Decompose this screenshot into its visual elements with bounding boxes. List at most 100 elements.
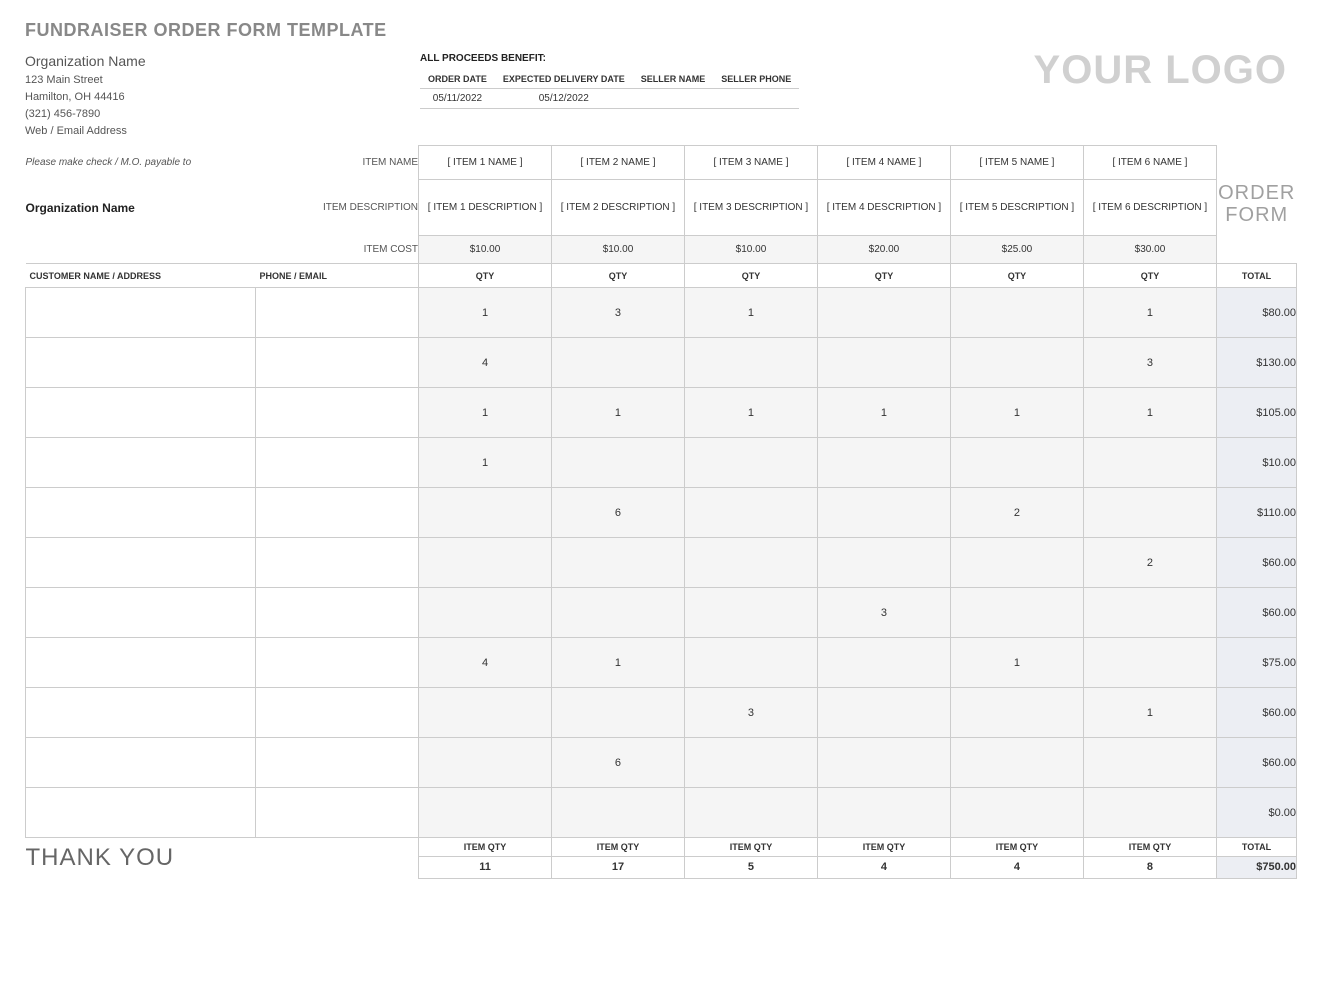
qty-cell[interactable]: [950, 788, 1083, 838]
qty-cell[interactable]: 1: [817, 388, 950, 438]
customer-cell[interactable]: [26, 288, 256, 338]
qty-cell[interactable]: 1: [552, 388, 685, 438]
phone-cell[interactable]: [256, 438, 419, 488]
qty-cell[interactable]: [552, 338, 685, 388]
phone-cell[interactable]: [256, 738, 419, 788]
qty-cell[interactable]: [817, 488, 950, 538]
qty-cell[interactable]: 3: [552, 288, 685, 338]
order-date-value[interactable]: 05/11/2022: [420, 89, 495, 109]
qty-cell[interactable]: [817, 788, 950, 838]
qty-cell[interactable]: 3: [817, 588, 950, 638]
customer-cell[interactable]: [26, 688, 256, 738]
customer-cell[interactable]: [26, 438, 256, 488]
qty-cell[interactable]: [552, 588, 685, 638]
qty-cell[interactable]: [419, 788, 552, 838]
phone-cell[interactable]: [256, 688, 419, 738]
qty-cell[interactable]: 1: [1083, 288, 1216, 338]
item-1-name[interactable]: [ ITEM 1 NAME ]: [419, 146, 552, 180]
qty-cell[interactable]: [950, 588, 1083, 638]
customer-cell[interactable]: [26, 538, 256, 588]
qty-cell[interactable]: [817, 288, 950, 338]
qty-cell[interactable]: 2: [1083, 538, 1216, 588]
qty-cell[interactable]: 1: [552, 638, 685, 688]
qty-cell[interactable]: [684, 438, 817, 488]
item-1-cost[interactable]: $10.00: [419, 236, 552, 264]
customer-cell[interactable]: [26, 638, 256, 688]
qty-cell[interactable]: [419, 738, 552, 788]
qty-cell[interactable]: 3: [684, 688, 817, 738]
qty-cell[interactable]: [1083, 488, 1216, 538]
phone-cell[interactable]: [256, 338, 419, 388]
item-4-cost[interactable]: $20.00: [817, 236, 950, 264]
qty-cell[interactable]: 1: [419, 388, 552, 438]
qty-cell[interactable]: [950, 688, 1083, 738]
qty-cell[interactable]: 1: [1083, 388, 1216, 438]
qty-cell[interactable]: [419, 488, 552, 538]
item-6-desc[interactable]: [ ITEM 6 DESCRIPTION ]: [1083, 180, 1216, 236]
qty-cell[interactable]: [817, 538, 950, 588]
qty-cell[interactable]: [1083, 738, 1216, 788]
qty-cell[interactable]: [684, 588, 817, 638]
phone-cell[interactable]: [256, 488, 419, 538]
qty-cell[interactable]: [1083, 638, 1216, 688]
qty-cell[interactable]: 1: [1083, 688, 1216, 738]
qty-cell[interactable]: [419, 538, 552, 588]
item-5-cost[interactable]: $25.00: [950, 236, 1083, 264]
item-4-name[interactable]: [ ITEM 4 NAME ]: [817, 146, 950, 180]
seller-phone-value[interactable]: [713, 89, 799, 109]
qty-cell[interactable]: [552, 438, 685, 488]
phone-cell[interactable]: [256, 388, 419, 438]
qty-cell[interactable]: [950, 538, 1083, 588]
item-6-cost[interactable]: $30.00: [1083, 236, 1216, 264]
qty-cell[interactable]: [817, 438, 950, 488]
qty-cell[interactable]: [419, 588, 552, 638]
qty-cell[interactable]: 1: [684, 388, 817, 438]
item-5-desc[interactable]: [ ITEM 5 DESCRIPTION ]: [950, 180, 1083, 236]
qty-cell[interactable]: [817, 338, 950, 388]
qty-cell[interactable]: 1: [419, 438, 552, 488]
item-2-cost[interactable]: $10.00: [552, 236, 685, 264]
qty-cell[interactable]: [817, 738, 950, 788]
qty-cell[interactable]: [684, 738, 817, 788]
phone-cell[interactable]: [256, 588, 419, 638]
qty-cell[interactable]: [552, 688, 685, 738]
qty-cell[interactable]: [1083, 788, 1216, 838]
qty-cell[interactable]: 4: [419, 338, 552, 388]
qty-cell[interactable]: [684, 488, 817, 538]
customer-cell[interactable]: [26, 738, 256, 788]
customer-cell[interactable]: [26, 788, 256, 838]
qty-cell[interactable]: 3: [1083, 338, 1216, 388]
qty-cell[interactable]: [817, 688, 950, 738]
phone-cell[interactable]: [256, 788, 419, 838]
qty-cell[interactable]: 2: [950, 488, 1083, 538]
phone-cell[interactable]: [256, 288, 419, 338]
item-2-desc[interactable]: [ ITEM 2 DESCRIPTION ]: [552, 180, 685, 236]
qty-cell[interactable]: [684, 338, 817, 388]
customer-cell[interactable]: [26, 338, 256, 388]
item-3-desc[interactable]: [ ITEM 3 DESCRIPTION ]: [684, 180, 817, 236]
qty-cell[interactable]: [552, 538, 685, 588]
customer-cell[interactable]: [26, 388, 256, 438]
qty-cell[interactable]: [684, 788, 817, 838]
item-3-cost[interactable]: $10.00: [684, 236, 817, 264]
item-4-desc[interactable]: [ ITEM 4 DESCRIPTION ]: [817, 180, 950, 236]
qty-cell[interactable]: [950, 338, 1083, 388]
qty-cell[interactable]: 1: [419, 288, 552, 338]
expected-date-value[interactable]: 05/12/2022: [495, 89, 633, 109]
phone-cell[interactable]: [256, 538, 419, 588]
qty-cell[interactable]: [684, 638, 817, 688]
qty-cell[interactable]: [950, 288, 1083, 338]
customer-cell[interactable]: [26, 588, 256, 638]
item-6-name[interactable]: [ ITEM 6 NAME ]: [1083, 146, 1216, 180]
qty-cell[interactable]: 1: [684, 288, 817, 338]
item-2-name[interactable]: [ ITEM 2 NAME ]: [552, 146, 685, 180]
item-1-desc[interactable]: [ ITEM 1 DESCRIPTION ]: [419, 180, 552, 236]
qty-cell[interactable]: [1083, 438, 1216, 488]
qty-cell[interactable]: 4: [419, 638, 552, 688]
item-3-name[interactable]: [ ITEM 3 NAME ]: [684, 146, 817, 180]
qty-cell[interactable]: 1: [950, 638, 1083, 688]
qty-cell[interactable]: [684, 538, 817, 588]
qty-cell[interactable]: 6: [552, 738, 685, 788]
item-5-name[interactable]: [ ITEM 5 NAME ]: [950, 146, 1083, 180]
qty-cell[interactable]: [552, 788, 685, 838]
